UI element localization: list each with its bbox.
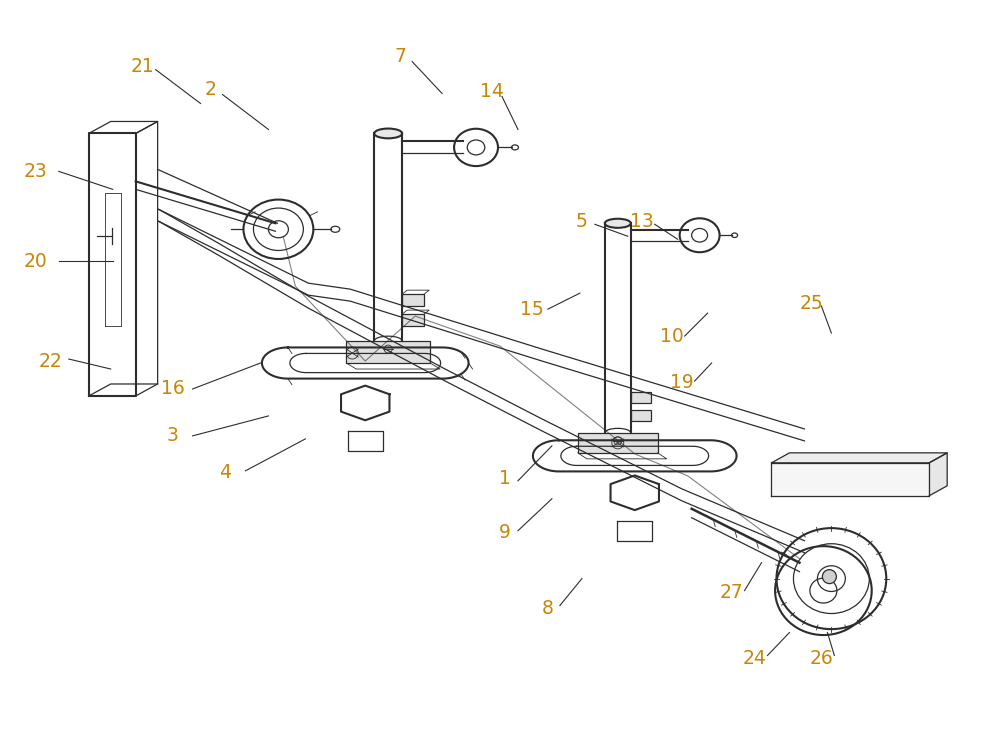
Ellipse shape	[374, 128, 402, 138]
Text: 19: 19	[670, 373, 694, 393]
Polygon shape	[771, 453, 947, 463]
Text: 9: 9	[499, 523, 511, 542]
Ellipse shape	[605, 219, 631, 228]
Text: 2: 2	[205, 80, 216, 99]
Polygon shape	[771, 463, 929, 496]
Text: 23: 23	[24, 162, 48, 181]
Text: 5: 5	[576, 212, 588, 231]
FancyBboxPatch shape	[346, 341, 430, 363]
Circle shape	[822, 570, 836, 584]
Text: 13: 13	[630, 212, 654, 231]
Text: 25: 25	[800, 294, 823, 312]
Text: 10: 10	[660, 327, 684, 345]
Text: 3: 3	[167, 427, 179, 445]
Text: 15: 15	[520, 300, 544, 318]
Text: 14: 14	[480, 82, 504, 101]
Text: 20: 20	[24, 252, 48, 270]
Text: 24: 24	[743, 649, 766, 668]
Text: 7: 7	[394, 47, 406, 66]
Bar	[631, 392, 651, 403]
Bar	[402, 314, 424, 326]
Text: 8: 8	[542, 599, 554, 618]
Text: 27: 27	[720, 583, 743, 602]
FancyBboxPatch shape	[578, 433, 658, 453]
Text: 1: 1	[499, 469, 511, 488]
Bar	[402, 294, 424, 306]
Text: 21: 21	[131, 57, 155, 76]
Bar	[631, 410, 651, 421]
Text: 16: 16	[161, 379, 184, 399]
Polygon shape	[929, 453, 947, 496]
Text: 26: 26	[810, 649, 833, 668]
Text: 4: 4	[220, 463, 232, 482]
Text: 22: 22	[39, 351, 63, 370]
